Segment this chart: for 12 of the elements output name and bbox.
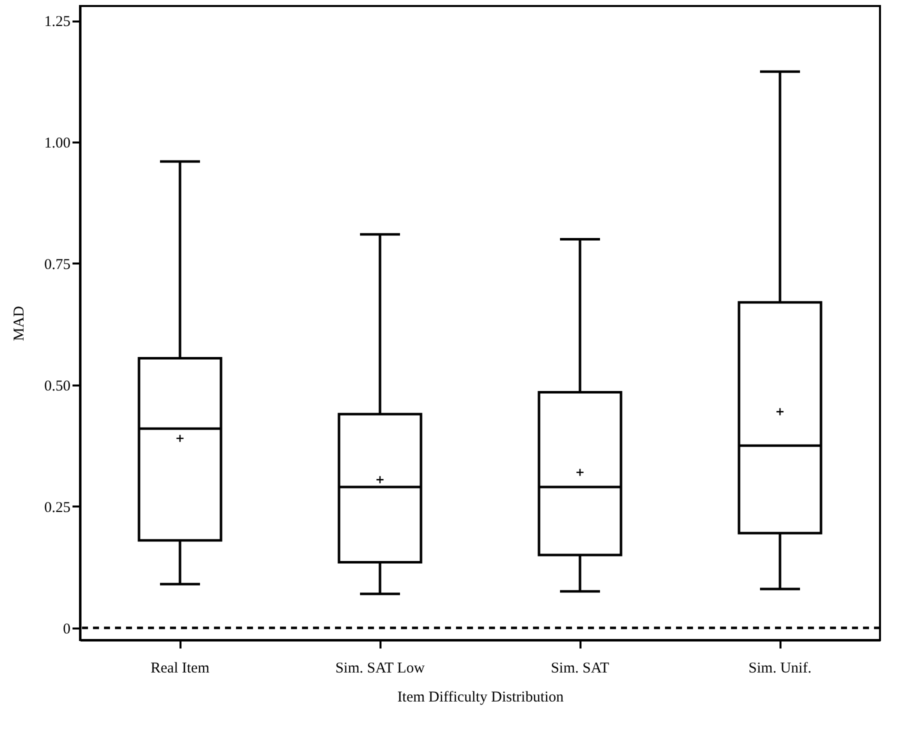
y-tick-label: 0.25 bbox=[44, 500, 70, 516]
y-tick-label: 0.50 bbox=[44, 378, 70, 394]
x-tick-label: Real Item bbox=[150, 660, 210, 676]
y-axis-title: MAD bbox=[11, 306, 28, 342]
y-tick-label: 0.75 bbox=[44, 256, 70, 273]
y-tick-label: 1.00 bbox=[44, 136, 70, 152]
x-axis-title: Item Difficulty Distribution bbox=[397, 690, 564, 706]
x-tick-label: Sim. Unif. bbox=[748, 660, 812, 676]
y-tick-label: 0 bbox=[63, 621, 70, 638]
x-tick-label: Sim. SAT Low bbox=[335, 660, 425, 676]
x-tick-label: Sim. SAT bbox=[550, 660, 610, 676]
y-tick-label: 1.25 bbox=[44, 14, 70, 30]
